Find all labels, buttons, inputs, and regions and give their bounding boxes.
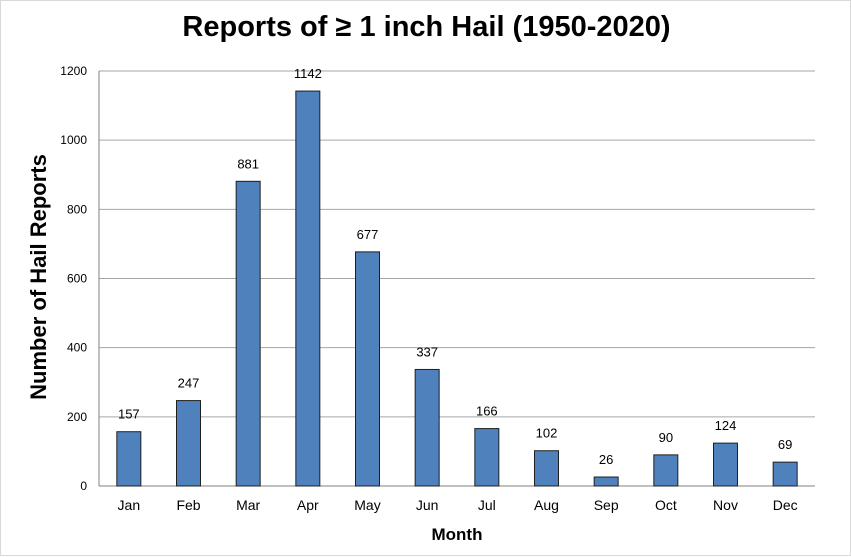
- data-label: 90: [659, 430, 673, 445]
- bar-feb: [176, 400, 201, 487]
- data-label: 1142: [294, 66, 322, 81]
- y-tick-label: 1000: [60, 133, 87, 147]
- bar-nov: [713, 442, 738, 487]
- bar-dec: [772, 461, 798, 487]
- data-label: 166: [476, 404, 498, 419]
- data-label: 247: [178, 376, 200, 391]
- x-tick-label: Sep: [594, 497, 619, 513]
- x-tick-label: Oct: [655, 497, 677, 513]
- x-tick-label: Apr: [297, 497, 319, 513]
- x-tick-label: Jun: [416, 497, 439, 513]
- x-tick-label: Mar: [236, 497, 260, 513]
- bar-may: [355, 251, 380, 487]
- bar-apr: [295, 90, 321, 487]
- bar-jun: [414, 368, 440, 487]
- bar-jan: [116, 431, 142, 487]
- data-label: 26: [599, 452, 613, 467]
- data-label: 102: [536, 426, 558, 441]
- x-tick-label: Jan: [118, 497, 141, 513]
- data-label: 69: [778, 437, 792, 452]
- data-label: 337: [416, 344, 438, 359]
- y-tick-label: 200: [67, 410, 87, 424]
- x-tick-label: Jul: [478, 497, 496, 513]
- y-tick-label: 800: [67, 202, 87, 216]
- bar-sep: [593, 476, 619, 487]
- y-tick-label: 600: [67, 272, 87, 286]
- x-tick-label: Nov: [713, 497, 738, 513]
- data-label: 677: [357, 227, 379, 242]
- x-tick-label: Feb: [176, 497, 200, 513]
- x-tick-label: May: [354, 497, 380, 513]
- chart-title: Reports of ≥ 1 inch Hail (1950-2020): [182, 11, 671, 43]
- bar-jul: [474, 428, 500, 487]
- data-label: 881: [237, 156, 259, 171]
- y-tick-label: 1200: [60, 64, 87, 78]
- bar-mar: [235, 180, 261, 487]
- data-label: 157: [118, 407, 140, 422]
- x-tick-label: Dec: [773, 497, 798, 513]
- bar-oct: [653, 454, 679, 487]
- x-tick-label: Aug: [534, 497, 559, 513]
- data-label: 124: [715, 418, 737, 433]
- x-axis-label: Month: [431, 525, 483, 544]
- y-tick-label: 0: [80, 479, 87, 493]
- y-tick-label: 400: [67, 341, 87, 355]
- bar-aug: [534, 450, 559, 487]
